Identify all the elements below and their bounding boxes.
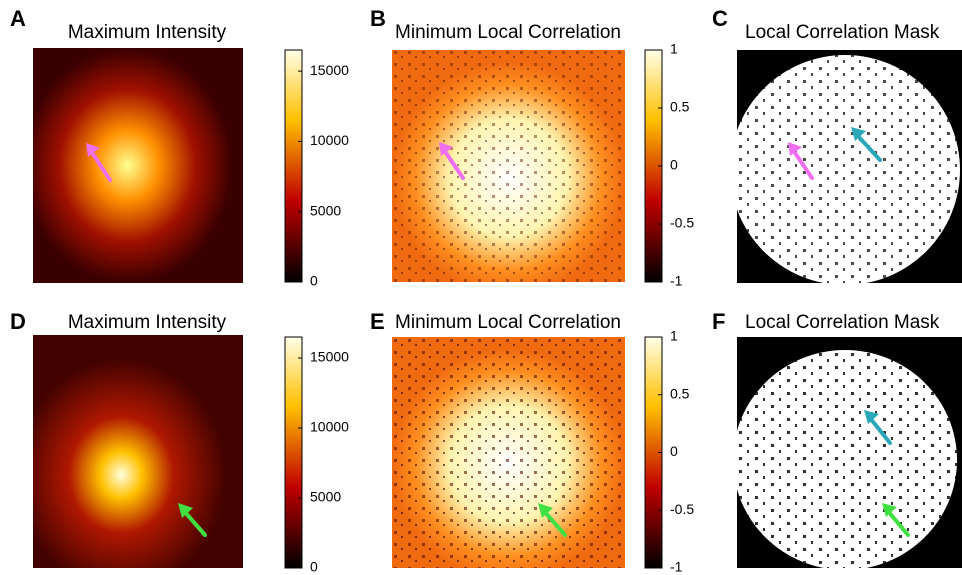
colorbar-tick-label: -1	[670, 559, 683, 575]
colorbar-tick-label: 10000	[310, 132, 349, 148]
colorbar-tick-label: 10000	[310, 419, 349, 435]
colorbar-tick-label: 1	[670, 328, 678, 344]
panel-label: C	[712, 6, 728, 31]
colorbar-tick-label: 0	[670, 443, 678, 459]
panel-title: Local Correlation Mask	[745, 22, 940, 43]
figure: AMaximum Intensity050001000015000BMinimu…	[0, 0, 962, 575]
image-texture	[737, 337, 962, 568]
panel-label: A	[10, 6, 26, 31]
colorbar-tick-label: 15000	[310, 349, 349, 365]
colorbar-tick-label: -0.5	[670, 501, 694, 517]
panel-label: D	[10, 309, 26, 334]
colorbar-tick-label: 15000	[310, 62, 349, 78]
image	[33, 335, 243, 568]
panel-title: Maximum Intensity	[68, 22, 227, 43]
colorbar-tick-label: 5000	[310, 489, 341, 505]
panel-label: B	[370, 6, 386, 31]
panel-title: Maximum Intensity	[68, 312, 227, 333]
colorbar-tick-label: 5000	[310, 202, 341, 218]
colorbar-tick-label: 0	[310, 559, 318, 575]
image-texture	[392, 50, 625, 282]
image	[33, 48, 243, 283]
panel-label: F	[712, 309, 725, 334]
image-texture	[392, 337, 625, 568]
colorbar-tick-label: -1	[670, 273, 683, 289]
colorbar-tick-label: 0	[310, 273, 318, 289]
colorbar	[285, 50, 302, 282]
panel-title: Local Correlation Mask	[745, 312, 940, 333]
colorbar-tick-label: -0.5	[670, 215, 694, 231]
colorbar-tick-label: 0.5	[670, 99, 690, 115]
colorbar-tick-label: 1	[670, 41, 678, 57]
colorbar-tick-label: 0.5	[670, 385, 690, 401]
colorbar-tick-label: 0	[670, 157, 678, 173]
panel-title: Minimum Local Correlation	[395, 22, 621, 43]
panel-title: Minimum Local Correlation	[395, 312, 621, 333]
image-texture	[737, 50, 962, 283]
panel-label: E	[370, 309, 385, 334]
colorbar	[285, 337, 302, 568]
